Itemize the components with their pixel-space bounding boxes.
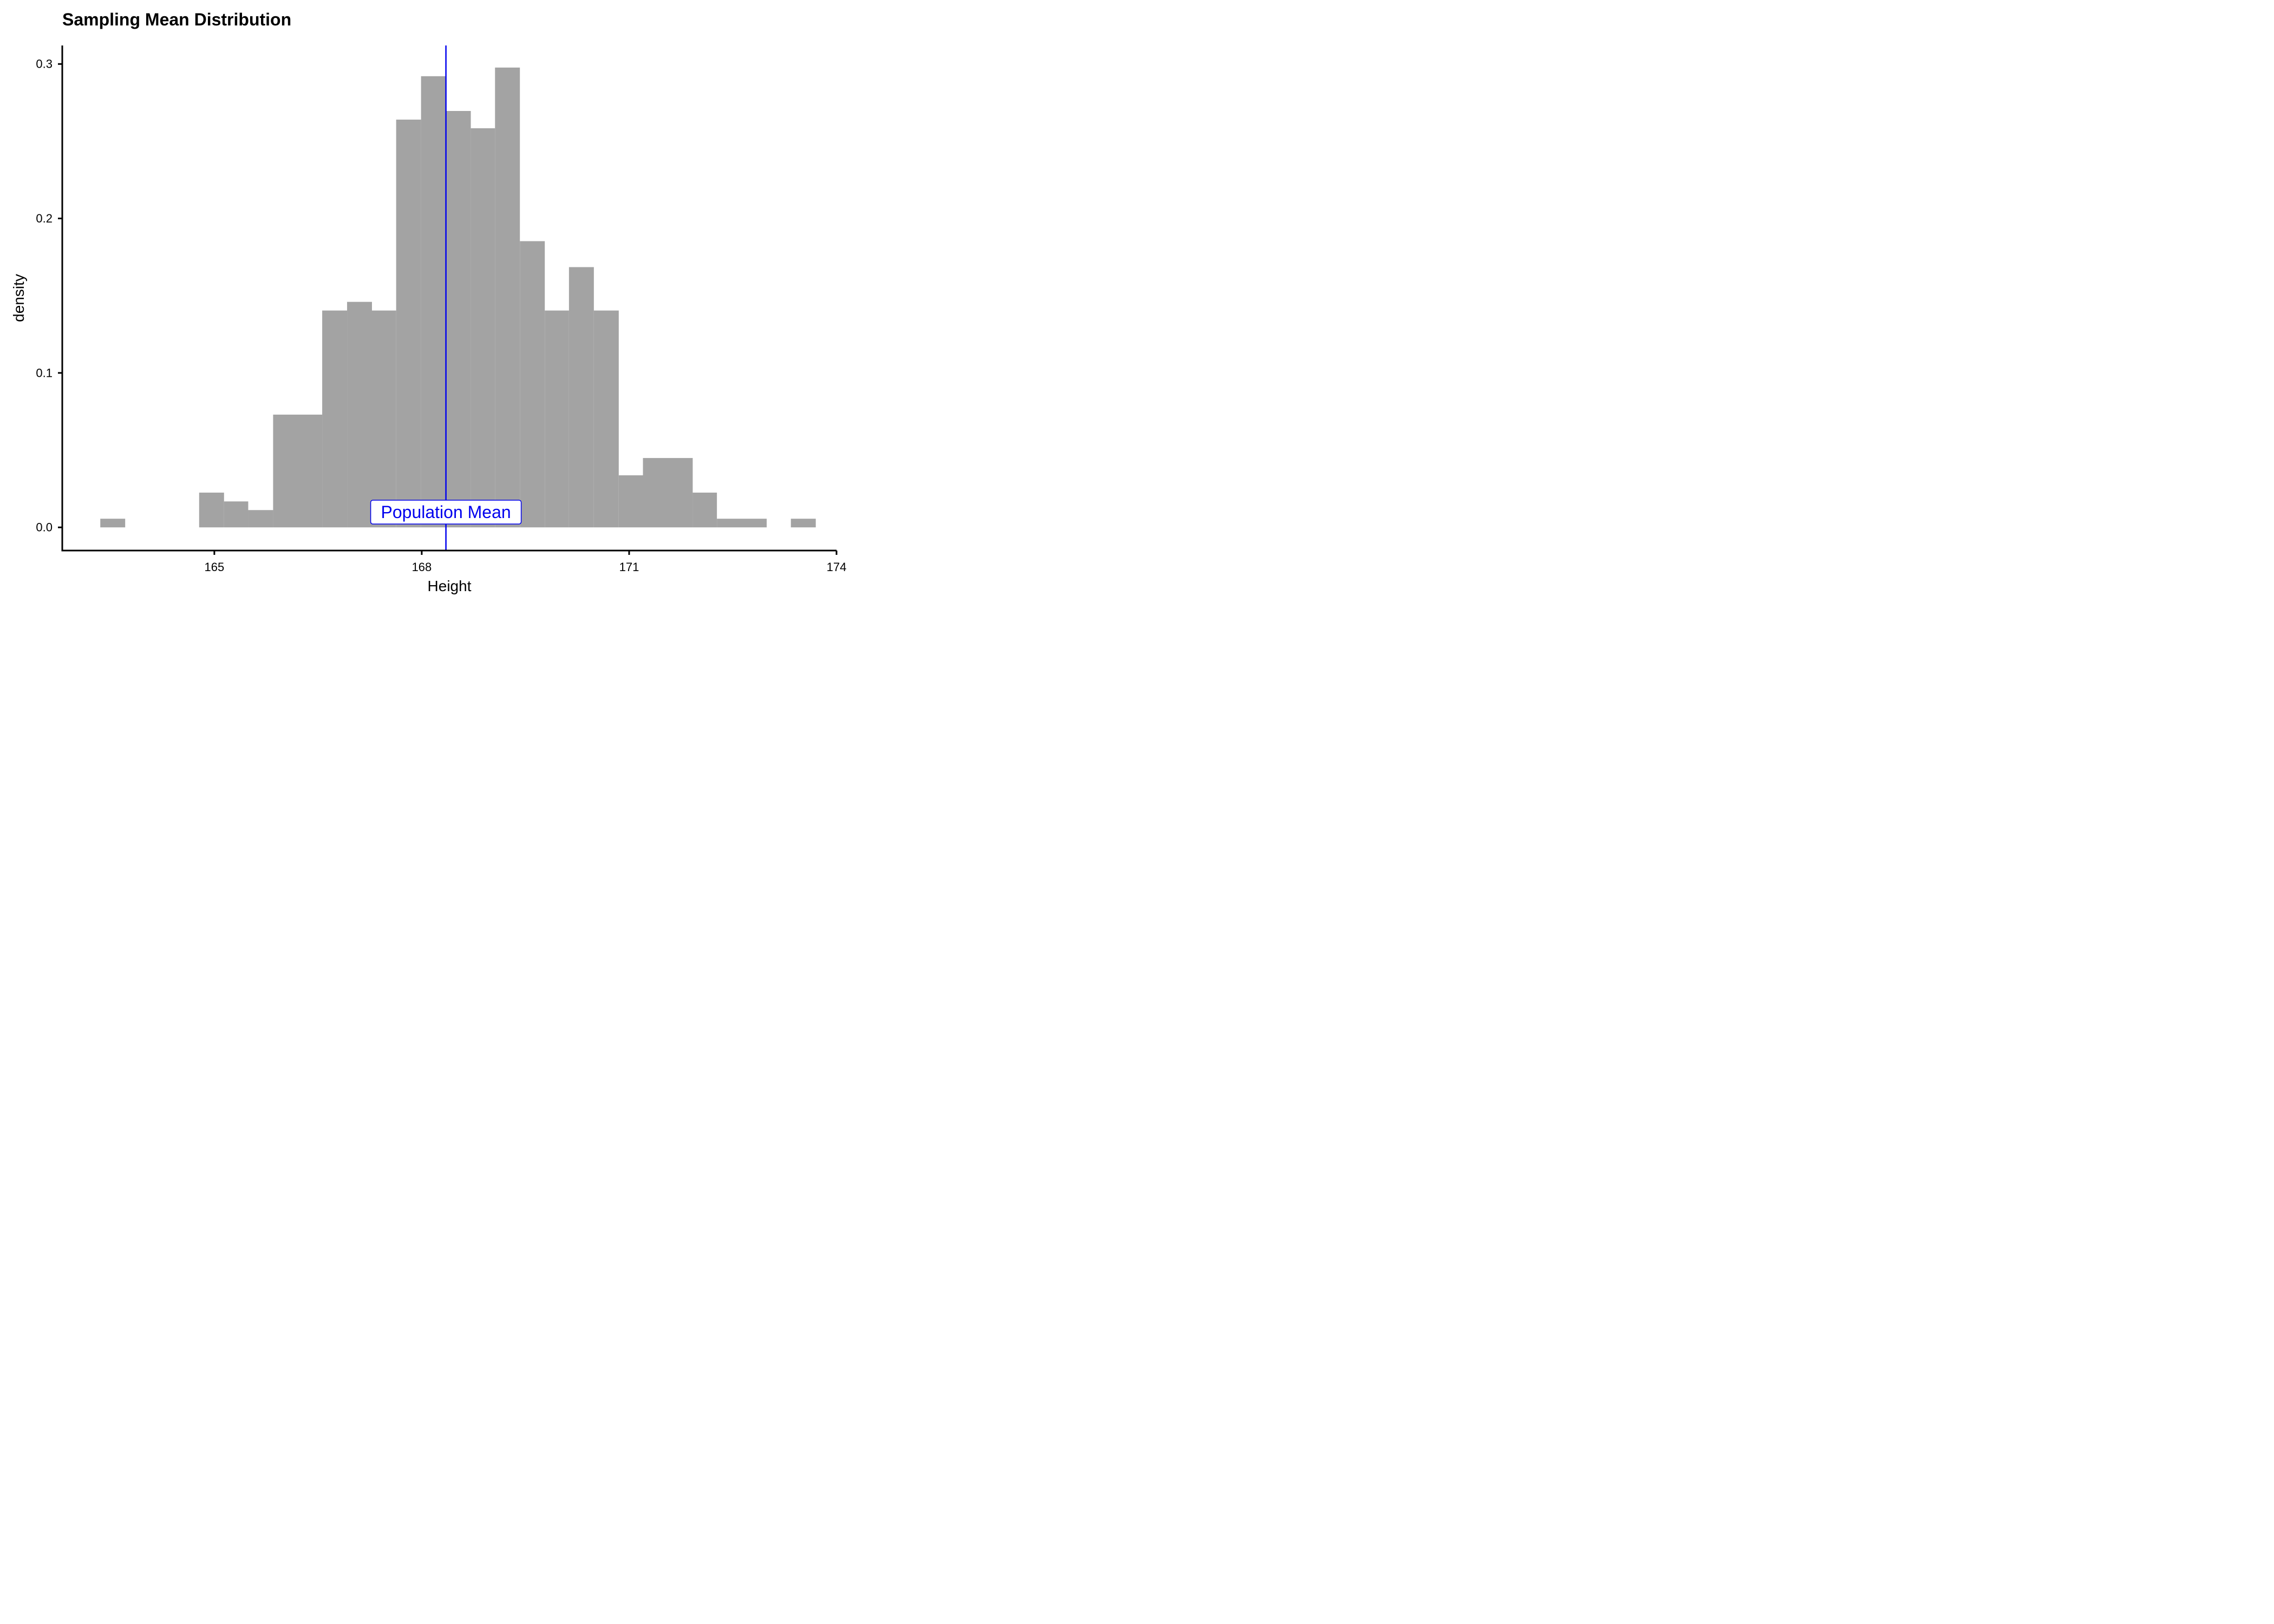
histogram-bar <box>643 458 693 528</box>
x-tick-label: 165 <box>205 560 225 574</box>
histogram-bar <box>396 119 421 528</box>
x-tick-label: 174 <box>827 560 847 574</box>
population-mean-annotation: Population Mean <box>370 500 522 525</box>
x-axis-label: Height <box>428 578 472 594</box>
histogram-bar <box>199 493 224 528</box>
histogram-bar <box>593 310 619 528</box>
x-tick-label: 171 <box>619 560 639 574</box>
histogram-bar <box>248 510 273 528</box>
y-tick-label: 0.1 <box>36 366 53 379</box>
histogram-bar <box>347 302 372 528</box>
histogram-bar <box>322 310 348 528</box>
x-tick-label: 168 <box>412 560 432 574</box>
y-axis-ticks: 0.0 0.1 0.2 0.3 <box>36 57 62 534</box>
population-mean-label: Population Mean <box>381 502 511 522</box>
y-tick-label: 0.2 <box>36 212 53 225</box>
histogram-bar <box>495 67 520 528</box>
histogram-bar <box>520 241 545 528</box>
histogram-bar <box>717 519 767 528</box>
histogram-bar <box>568 267 594 528</box>
histogram-bar <box>471 128 495 528</box>
histogram-chart: Population Mean 0.0 0.1 0.2 0.3 165 168 171 17… <box>10 45 846 594</box>
chart-title: Sampling Mean Distribution <box>62 10 292 29</box>
histogram-bar <box>273 414 323 528</box>
y-axis-label: density <box>10 274 27 322</box>
histogram-bar <box>618 475 643 528</box>
y-tick-label: 0.3 <box>36 57 53 71</box>
histogram-bar <box>446 110 471 528</box>
axes: 0.0 0.1 0.2 0.3 165 168 171 174 <box>36 45 846 574</box>
histogram-bar <box>790 519 816 528</box>
population-mean-label-box <box>370 500 522 525</box>
histogram-bar <box>224 501 249 528</box>
x-axis-ticks: 165 168 171 174 <box>205 551 847 574</box>
histogram-bar <box>692 493 717 528</box>
histogram-bar <box>100 519 126 528</box>
histogram-bar <box>372 310 396 528</box>
histogram-bars <box>100 67 816 528</box>
y-tick-label: 0.0 <box>36 521 53 534</box>
histogram-bar <box>545 310 569 528</box>
histogram-bar <box>421 76 446 528</box>
